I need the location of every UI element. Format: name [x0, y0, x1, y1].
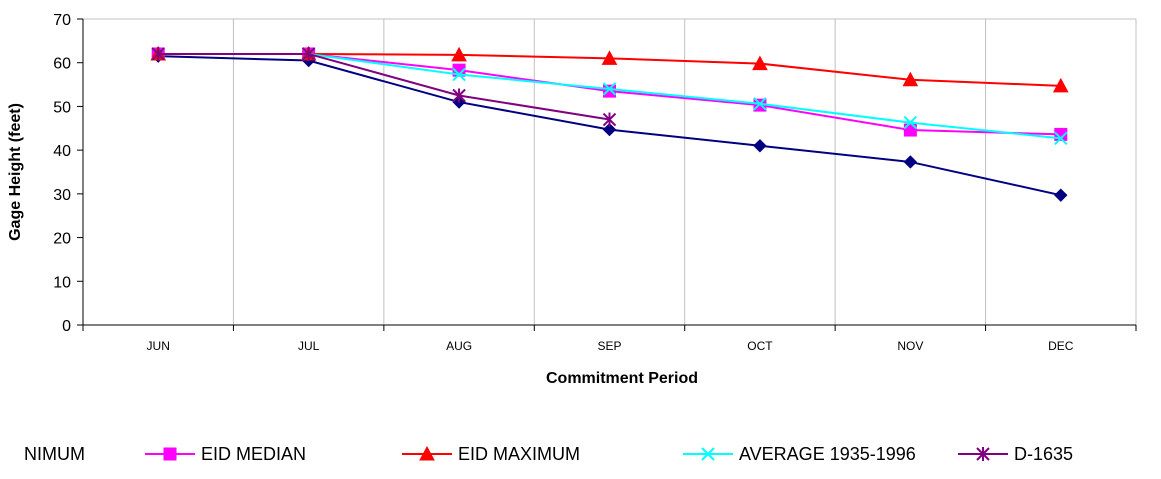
data-point: [602, 122, 617, 137]
data-point: [753, 97, 767, 111]
data-point: [452, 88, 466, 103]
y-tick-label: 30: [53, 187, 71, 204]
series-group: [150, 45, 1069, 202]
data-point: [903, 123, 917, 137]
series-d-1635: [151, 46, 617, 127]
legend-item: EID MAXIMUM: [402, 444, 580, 464]
data-point: [601, 50, 618, 65]
legend-label: AVERAGE 1935-1996: [739, 444, 916, 464]
data-point: [753, 139, 767, 153]
legend-item: D-1635: [958, 444, 1073, 464]
y-tick-label: 60: [53, 56, 71, 73]
series-line: [158, 52, 610, 121]
legend-label: EID MEDIAN: [201, 444, 306, 464]
x-tick-label: OCT: [747, 339, 773, 353]
x-tick-label: DEC: [1048, 339, 1074, 353]
legend-label: EID MAXIMUM: [458, 444, 580, 464]
legend-swatch-marker: [701, 447, 715, 461]
x-tick-label: NOV: [897, 339, 923, 353]
y-tick-label: 50: [53, 99, 71, 116]
x-tick-label: SEP: [597, 339, 621, 353]
legend-swatch-marker: [976, 447, 990, 461]
legend-label: D-1635: [1014, 444, 1073, 464]
y-tick-label: 10: [53, 274, 71, 291]
data-point: [452, 67, 466, 82]
x-tick-label: JUL: [298, 339, 320, 353]
data-point: [1054, 188, 1068, 202]
axes: 0 10 20 30 40 50 60 70 JUN JUL AUG SEP OCT NOV DEC: [53, 12, 1137, 353]
data-point: [903, 115, 918, 130]
x-tick-label: JUN: [147, 339, 170, 353]
y-tick-label: 0: [62, 318, 71, 335]
legend-item: EID MEDIAN: [145, 444, 306, 464]
x-tick-label: AUG: [446, 339, 472, 353]
data-point: [301, 46, 316, 61]
legend-item: NIMUM: [24, 444, 85, 464]
data-point: [151, 46, 165, 61]
y-tick-label: 40: [53, 143, 71, 160]
data-point: [903, 155, 918, 169]
data-point: [902, 71, 919, 87]
legend-swatch-marker: [163, 447, 177, 461]
y-axis-title: Gage Height (feet): [7, 103, 24, 241]
data-point: [1054, 131, 1068, 146]
legend: NIMUM EID MEDIAN EID MAXIMUM AVERAGE 1935-1…: [24, 444, 1073, 464]
legend-label: NIMUM: [24, 444, 85, 464]
y-tick-label: 70: [53, 12, 71, 29]
x-axis-title: Commitment Period: [546, 370, 698, 387]
grid-lines: [83, 18, 1137, 325]
data-point: [1052, 77, 1069, 93]
data-point: [602, 112, 617, 127]
y-tick-label: 20: [53, 231, 71, 248]
legend-item: AVERAGE 1935-1996: [683, 444, 916, 464]
data-point: [752, 55, 768, 71]
data-point: [602, 82, 617, 96]
legend-swatch-marker: [419, 445, 435, 461]
data-point: [603, 84, 616, 98]
data-point: [451, 46, 467, 62]
